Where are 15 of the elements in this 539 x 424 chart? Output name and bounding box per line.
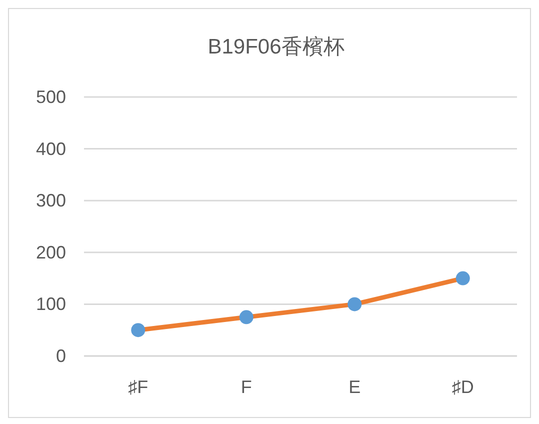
point [239, 310, 254, 324]
point [131, 323, 146, 338]
point [456, 271, 470, 286]
y-tick-label: 400 [36, 138, 66, 159]
point [348, 297, 362, 312]
x-tick-label: ♯D [452, 377, 474, 397]
x-tick-label: E [348, 377, 361, 397]
y-tick-label: 500 [36, 87, 66, 107]
chart-title: B19F06香檳杯 [208, 36, 344, 58]
x-tick-label: F [240, 377, 252, 397]
x-tick-label: ♯F [128, 377, 148, 397]
y-tick-label: 200 [36, 242, 66, 262]
y-tick-label: 0 [56, 346, 66, 366]
y-tick-label: 300 [36, 190, 66, 211]
y-tick-label: 100 [36, 294, 66, 314]
